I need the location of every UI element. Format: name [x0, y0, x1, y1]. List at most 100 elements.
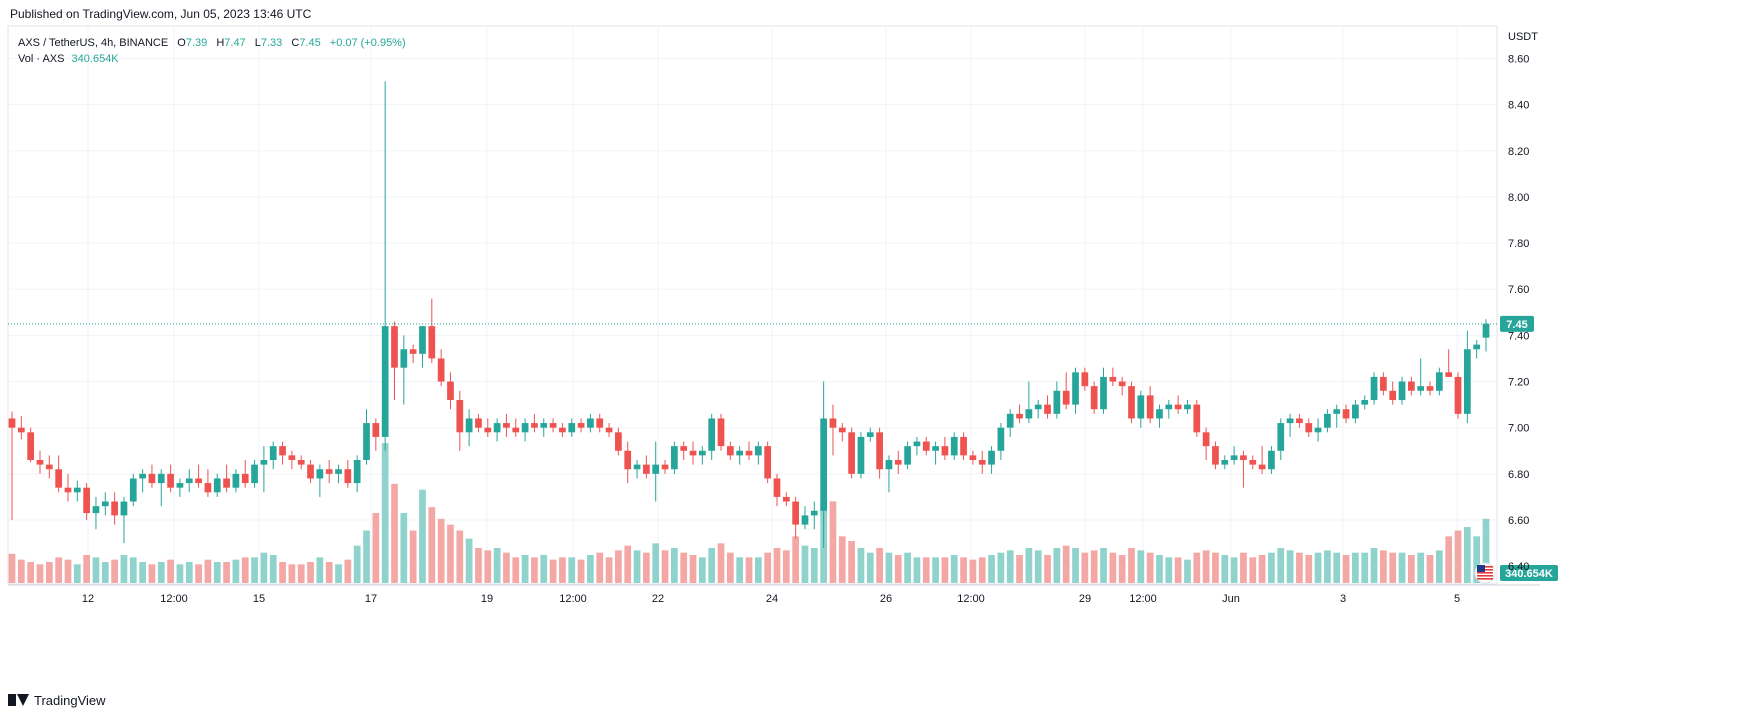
- candle-down: [241, 473, 249, 484]
- candle-up: [1463, 349, 1471, 414]
- volume-bar: [1426, 555, 1434, 583]
- volume-bar: [1137, 550, 1145, 583]
- candle-down: [307, 464, 314, 479]
- candle-up: [1352, 404, 1359, 419]
- candle-down: [1128, 386, 1135, 419]
- candle-down: [484, 427, 492, 433]
- open-value: 7.39: [185, 37, 208, 49]
- volume-bar: [251, 557, 258, 583]
- candle-down: [36, 460, 44, 465]
- time-tick-label: 12:00: [1129, 593, 1157, 605]
- volume-bar: [428, 507, 436, 583]
- volume-bar: [232, 559, 240, 583]
- volume-bar: [1296, 552, 1303, 583]
- volume-bar: [1044, 555, 1051, 583]
- volume-bar: [1072, 548, 1079, 583]
- candle-up: [1268, 450, 1275, 470]
- candlestick-chart[interactable]: 7.45 340.654K USDT 8.60 8.40 8.20 8.00 7.80 7.6…: [0, 0, 1754, 690]
- candle-up: [139, 473, 146, 479]
- candle-down: [960, 436, 967, 456]
- volume-bar: [857, 548, 865, 583]
- candle-down: [624, 450, 632, 470]
- volume-bar: [894, 555, 902, 583]
- candle-up: [1314, 427, 1322, 433]
- volume-bar: [185, 562, 193, 583]
- volume-bar: [596, 552, 604, 583]
- candle-up: [129, 478, 137, 502]
- candle-up: [633, 464, 641, 470]
- candle-down: [391, 326, 398, 368]
- brand-name: TradingView: [34, 692, 106, 708]
- candle-up: [671, 446, 678, 470]
- candle-down: [577, 423, 585, 428]
- candle-down: [829, 418, 837, 428]
- candle-down: [195, 478, 202, 484]
- candle-down: [297, 460, 305, 465]
- volume-bar: [1380, 550, 1387, 583]
- candle-down: [1202, 432, 1210, 447]
- volume-bar: [969, 559, 977, 583]
- candle-down: [848, 432, 855, 474]
- candle-down: [344, 469, 352, 484]
- symbol-label[interactable]: AXS / TetherUS, 4h, BINANCE: [18, 37, 169, 49]
- volume-bar: [1389, 552, 1397, 583]
- volume-bar: [447, 524, 454, 583]
- candle-up: [1286, 418, 1294, 424]
- volume-bar: [698, 557, 706, 583]
- volume-bar: [1053, 548, 1061, 583]
- candle-up: [736, 450, 744, 456]
- price-tick-label: 7.20: [1508, 377, 1529, 389]
- footer-brand[interactable]: TradingView: [8, 690, 106, 710]
- candle-up: [885, 460, 893, 470]
- volume-bar: [456, 530, 464, 583]
- header-bar: Published on TradingView.com, Jun 05, 20…: [0, 0, 1754, 26]
- volume-bar: [689, 555, 697, 583]
- candle-down: [372, 423, 380, 437]
- candle-down: [475, 418, 482, 428]
- candle-down: [1081, 372, 1089, 387]
- volume-bar: [1361, 552, 1369, 583]
- volume-bar: [1463, 527, 1471, 583]
- volume-bar: [213, 562, 221, 583]
- candle-down: [148, 473, 156, 484]
- volume-bar: [269, 555, 277, 583]
- volume-bar: [391, 483, 398, 583]
- volume-bar: [1118, 555, 1126, 583]
- volume-bar: [568, 557, 576, 583]
- volume-bar: [1398, 552, 1406, 583]
- price-tick-label: 7.80: [1508, 238, 1529, 250]
- candle-down: [428, 326, 436, 359]
- candle-down: [941, 446, 949, 456]
- volume-bar: [717, 543, 725, 583]
- volume-bar: [139, 562, 146, 583]
- time-tick-label: 22: [652, 593, 664, 605]
- candle-up: [932, 446, 939, 451]
- high-value: 7.47: [224, 37, 246, 49]
- candle-down: [1212, 446, 1219, 465]
- candle-down: [717, 418, 725, 447]
- volume-bar: [92, 557, 100, 583]
- volume-bar: [503, 552, 510, 583]
- last-price-layer: 7.45 340.654K: [8, 315, 1558, 584]
- candle-up: [353, 460, 361, 484]
- candle-down: [922, 441, 930, 451]
- time-tick-label: 24: [766, 593, 778, 605]
- tradingview-logo-icon: [8, 694, 29, 706]
- time-tick-label: 12:00: [957, 593, 985, 605]
- candle-up: [1025, 409, 1033, 419]
- volume-bar: [1221, 555, 1229, 583]
- candle-down: [27, 432, 35, 460]
- volume-bar: [950, 555, 958, 583]
- candle-up: [363, 423, 370, 460]
- candle-up: [465, 418, 473, 433]
- volume-bar: [148, 564, 156, 583]
- volume-bar: [997, 552, 1005, 583]
- volume-bar: [605, 557, 613, 583]
- volume-bar: [1100, 548, 1107, 583]
- volume-label[interactable]: Vol · AXS: [18, 53, 65, 65]
- candle-down: [288, 455, 296, 460]
- volume-value: 340.654K: [71, 53, 119, 65]
- volume-bar: [17, 559, 25, 583]
- volume-bar: [1006, 550, 1014, 583]
- candle-down: [726, 446, 734, 456]
